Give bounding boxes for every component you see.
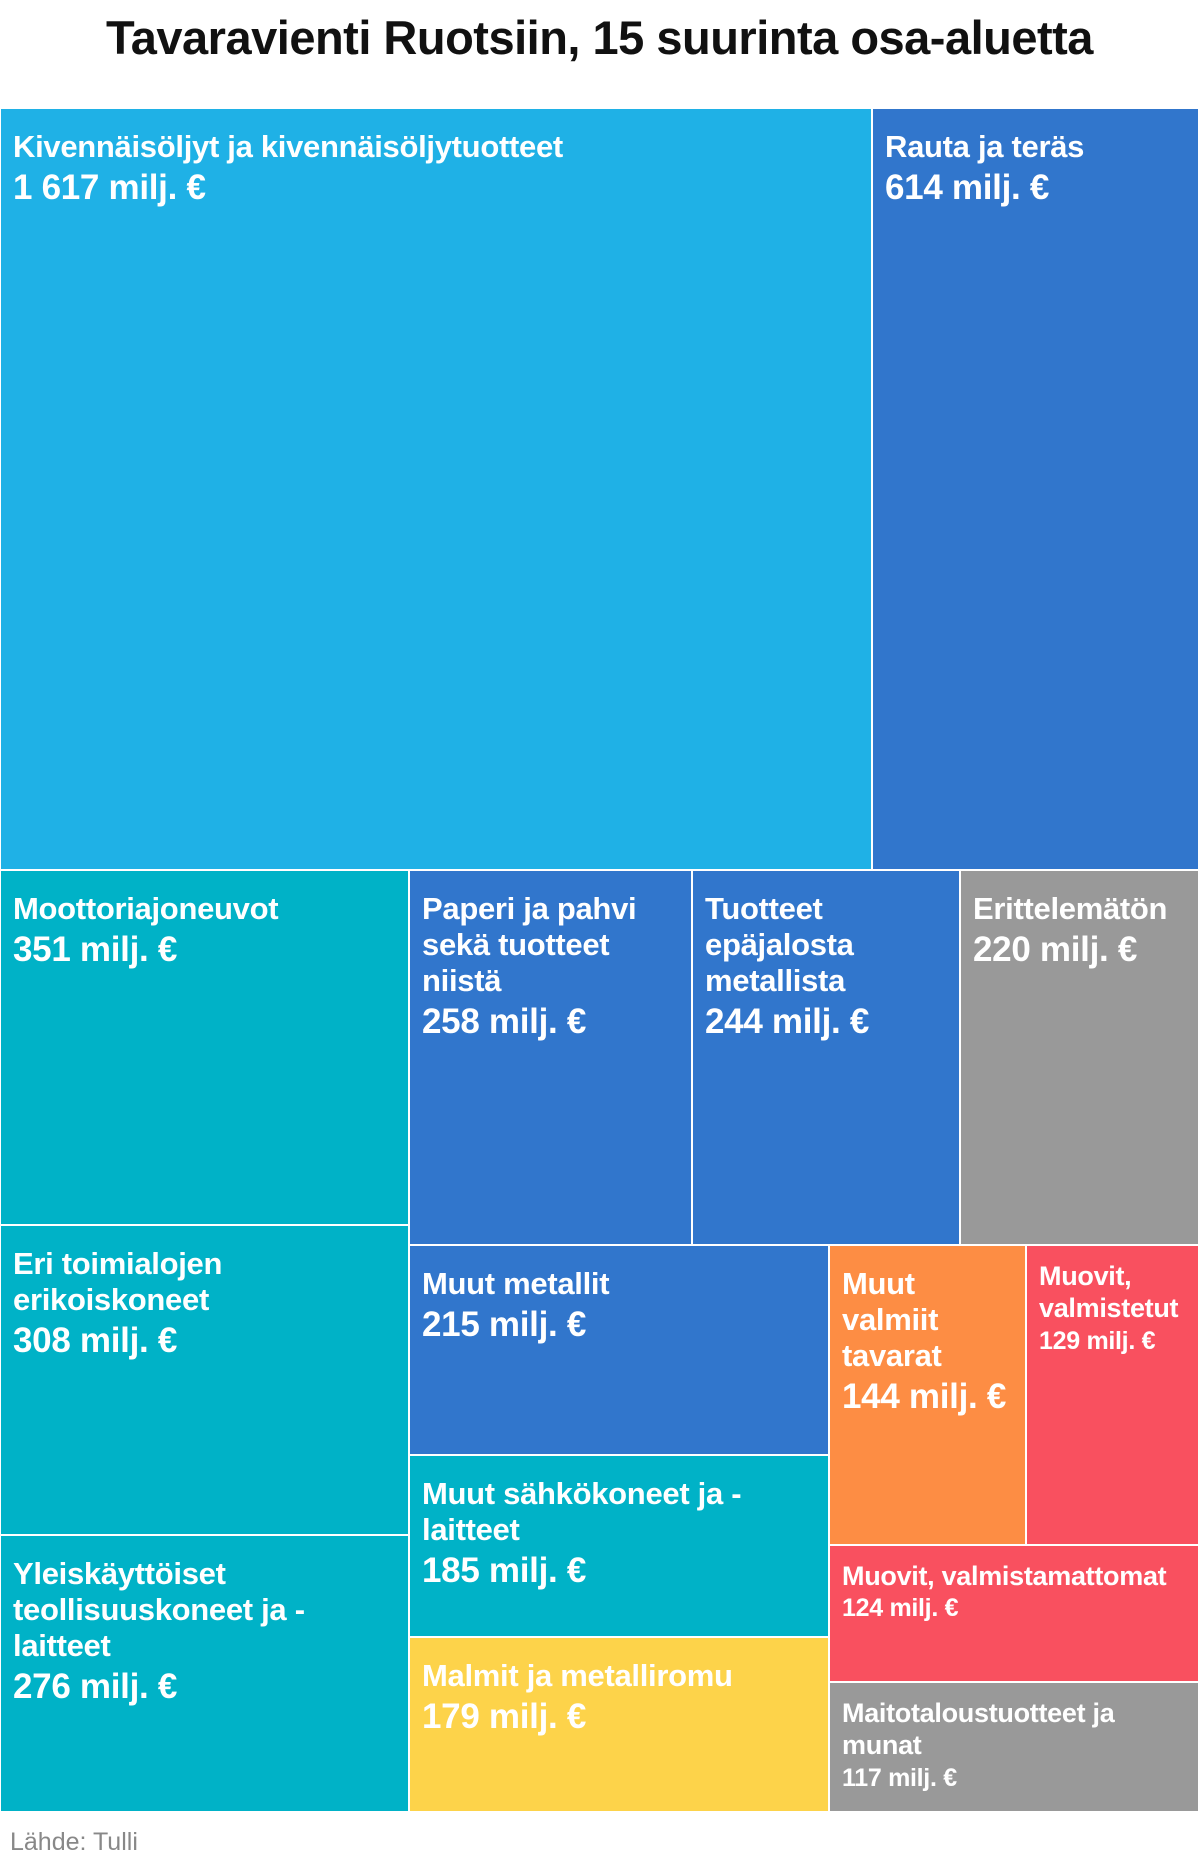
cell-value-label: 614 milj. € (885, 167, 1050, 207)
cell-label: Muut sähkökoneet ja -laitteet (422, 1476, 742, 1547)
cell-value-label: 179 milj. € (422, 1696, 587, 1736)
treemap-cell: Maitotaloustuotteet ja munat 117 milj. € (829, 1682, 1199, 1812)
cell-value-label: 144 milj. € (842, 1376, 1007, 1416)
cell-label: Erittelemätön (973, 891, 1168, 926)
cell-label: Moottoriajoneuvot (13, 891, 279, 926)
cell-value-label: 351 milj. € (13, 929, 178, 969)
cell-value-label: 308 milj. € (13, 1320, 178, 1360)
cell-value-label: 276 milj. € (13, 1666, 178, 1706)
cell-label: Muovit, valmistamattomat (842, 1561, 1167, 1591)
cell-value-label: 117 milj. € (842, 1763, 957, 1792)
cell-label: Yleiskäyttöiset teollisuuskoneet ja -lai… (13, 1556, 305, 1663)
cell-label: Malmit ja metalliromu (422, 1658, 733, 1693)
cell-value-label: 129 milj. € (1039, 1326, 1156, 1355)
treemap-cell: Muovit, valmistetut 129 milj. € (1026, 1245, 1199, 1545)
cell-value-label: 185 milj. € (422, 1550, 587, 1590)
treemap-cell: Erittelemätön 220 milj. € (960, 870, 1199, 1245)
treemap-cell: Moottoriajoneuvot 351 milj. € (0, 870, 409, 1225)
cell-value-label: 244 milj. € (705, 1001, 870, 1041)
cell-value-label: 1 617 milj. € (13, 167, 206, 207)
treemap-cell: Muut sähkökoneet ja -laitteet 185 milj. € (409, 1455, 829, 1637)
cell-label: Tuotteet epäjalosta metallista (705, 891, 854, 998)
treemap-cell: Tuotteet epäjalosta metallista 244 milj. … (692, 870, 960, 1245)
cell-value-label: 220 milj. € (973, 929, 1138, 969)
cell-value-label: 215 milj. € (422, 1304, 587, 1344)
cell-label: Muovit, valmistetut (1039, 1261, 1179, 1324)
cell-label: Kivennäisöljyt ja kivennäisöljytuotteet (13, 129, 563, 164)
treemap-cell: Muut valmiit tavarat 144 milj. € (829, 1245, 1026, 1545)
treemap-cell: Rauta ja teräs 614 milj. € (872, 108, 1199, 870)
cell-value-label: 124 milj. € (842, 1594, 959, 1623)
treemap-cell: Kivennäisöljyt ja kivennäisöljytuotteet 1… (0, 108, 872, 870)
cell-label: Rauta ja teräs (885, 129, 1085, 164)
cell-label: Muut valmiit tavarat (842, 1266, 942, 1373)
cell-label: Eri toimialojen erikoiskoneet (13, 1246, 223, 1317)
cell-label: Paperi ja pahvi sekä tuotteet niistä (422, 891, 637, 998)
cell-label: Maitotaloustuotteet ja munat (842, 1698, 1115, 1761)
chart-title: Tavaravienti Ruotsiin, 15 suurinta osa-a… (106, 11, 1093, 64)
source-note: Lähde: Tulli (10, 1828, 138, 1856)
treemap-cell: Muovit, valmistamattomat 124 milj. € (829, 1545, 1199, 1682)
cell-value-label: 258 milj. € (422, 1001, 587, 1041)
treemap-cell: Muut metallit 215 milj. € (409, 1245, 829, 1455)
treemap-cell: Paperi ja pahvi sekä tuotteet niistä 258 … (409, 870, 692, 1245)
cell-label: Muut metallit (422, 1266, 610, 1301)
treemap-cell: Eri toimialojen erikoiskoneet 308 milj. € (0, 1225, 409, 1535)
treemap-cell: Yleiskäyttöiset teollisuuskoneet ja -lai… (0, 1535, 409, 1812)
treemap-cell: Malmit ja metalliromu 179 milj. € (409, 1637, 829, 1812)
